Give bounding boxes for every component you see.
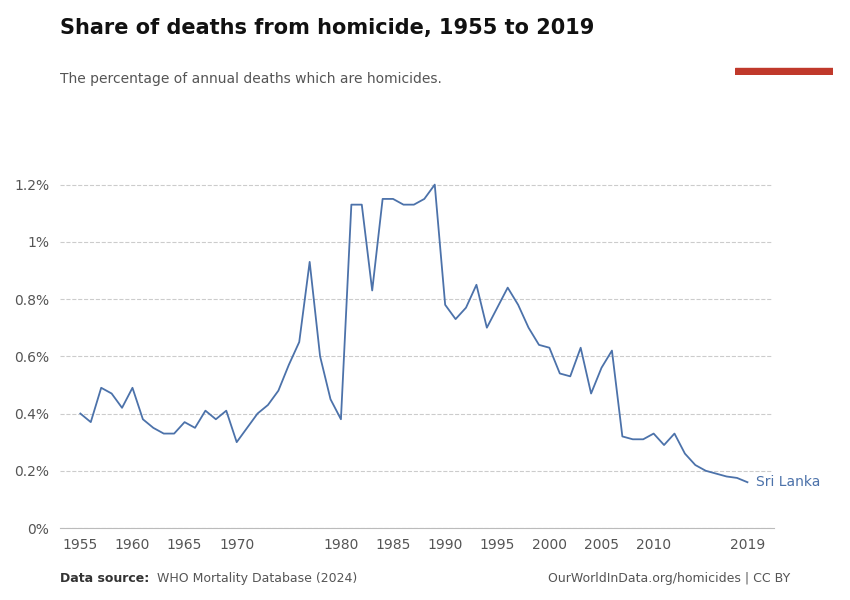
Text: Share of deaths from homicide, 1955 to 2019: Share of deaths from homicide, 1955 to 2…: [60, 18, 594, 38]
Text: WHO Mortality Database (2024): WHO Mortality Database (2024): [157, 572, 358, 585]
Text: Data source:: Data source:: [60, 572, 153, 585]
Bar: [735, 68, 833, 75]
Text: The percentage of annual deaths which are homicides.: The percentage of annual deaths which ar…: [60, 72, 441, 86]
Text: in Data: in Data: [763, 46, 805, 56]
Text: Our World: Our World: [755, 29, 813, 39]
Text: Sri Lanka: Sri Lanka: [756, 475, 820, 489]
Text: OurWorldInData.org/homicides | CC BY: OurWorldInData.org/homicides | CC BY: [548, 572, 790, 585]
